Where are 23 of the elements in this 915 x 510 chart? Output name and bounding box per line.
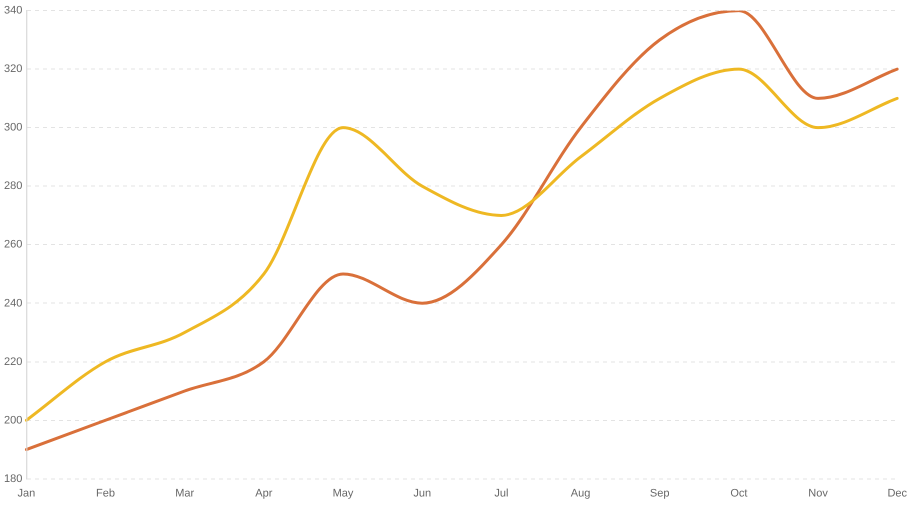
x-tick-label: Jul — [494, 487, 508, 500]
y-tick-label: 240 — [4, 297, 22, 310]
x-tick-label: Dec — [887, 487, 908, 500]
x-tick-label: Jun — [413, 487, 432, 500]
line-series — [24, 68, 899, 422]
y-tick-label: 320 — [4, 63, 22, 76]
x-tick-label: Apr — [255, 487, 273, 500]
y-tick-label: 220 — [4, 356, 22, 368]
x-tick-label: Aug — [570, 487, 590, 500]
y-tick-label: 340 — [4, 4, 22, 17]
x-tick-label: Oct — [730, 487, 748, 500]
x-tick-label: Jan — [17, 487, 36, 500]
y-tick-label: 280 — [4, 180, 22, 192]
x-tick-label: Sep — [650, 487, 670, 500]
y-tick-label: 300 — [4, 122, 22, 134]
x-tick-label: Mar — [175, 487, 194, 500]
x-tick-label: May — [332, 487, 354, 500]
y-tick-label: 260 — [4, 238, 22, 251]
line-series — [24, 10, 899, 452]
x-tick-label: Feb — [96, 487, 116, 500]
x-tick-label: Nov — [808, 487, 828, 500]
y-tick-label: 180 — [4, 472, 22, 485]
y-tick-label: 200 — [4, 414, 22, 426]
